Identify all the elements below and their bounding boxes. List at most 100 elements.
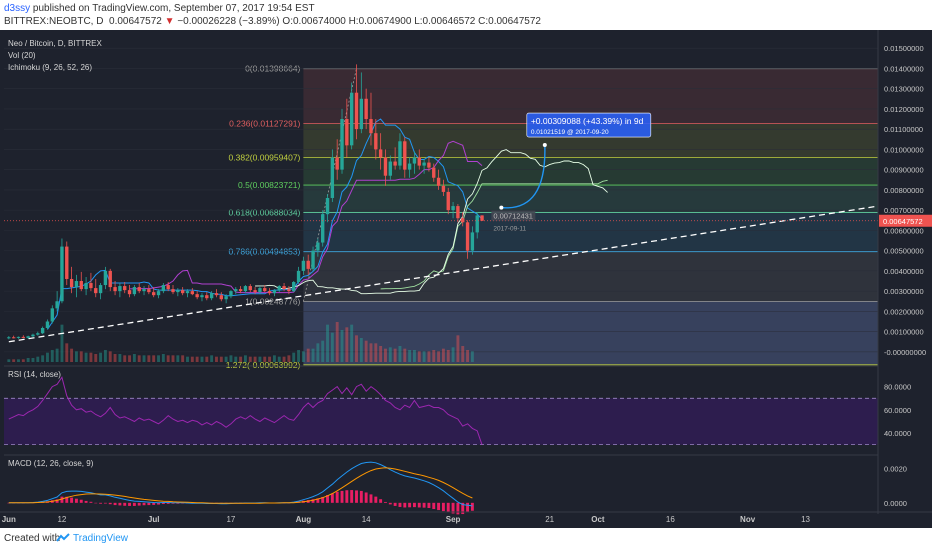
volume-bar [277, 356, 281, 362]
time-tick-label: Nov [740, 515, 756, 524]
candle-body [340, 119, 344, 170]
candle-body [403, 141, 407, 170]
candle-body [11, 337, 16, 339]
volume-bar [108, 351, 112, 362]
volume-bar [128, 355, 131, 362]
signal-line [8, 467, 473, 504]
time-axis[interactable]: Jun 12 Jul 17 Aug 14 Sep 21 Oct 16 Nov 13 [0, 511, 932, 524]
volume-bar [50, 350, 54, 362]
candle-body [383, 157, 388, 176]
legend-vol: Vol (20) [8, 51, 36, 60]
macd-pane [4, 454, 932, 515]
volume-bar [451, 347, 455, 362]
rsi-band [4, 398, 878, 445]
candle-body [296, 270, 301, 283]
chart-legend: Neo / Bitcoin, D, BITTREX Vol (20) Ichim… [8, 39, 102, 468]
price-axis-bg [878, 30, 932, 514]
volume-bar [403, 348, 407, 362]
time-tick-label: 16 [666, 515, 675, 524]
volume-bar [446, 350, 450, 362]
volume-bar [340, 330, 344, 362]
volume-bar [229, 355, 233, 362]
candle-body [21, 336, 26, 338]
symbol-label: BITTREX:NEOBTC, D [4, 16, 104, 27]
time-tick-label: 21 [545, 515, 554, 524]
volume-bar [297, 350, 301, 362]
macd-tick-label: 0.0000 [884, 499, 907, 508]
volume-bar [393, 348, 397, 362]
volume-bar [364, 340, 368, 362]
leading-span-a [255, 149, 608, 295]
measure-end-dot [542, 143, 547, 148]
macd-histogram-bar [350, 490, 354, 503]
candle-body [176, 290, 180, 293]
candle-body [205, 295, 209, 299]
candle-body [393, 161, 397, 166]
candle-body [31, 334, 35, 337]
volume-bar [292, 352, 296, 362]
macd-histogram-bar [388, 502, 392, 505]
ichimoku-lines [47, 118, 608, 330]
candle-body [123, 286, 127, 291]
fib-retracement[interactable]: 0(0.01398664)0.236(0.01127291)0.382(0.00… [226, 64, 878, 370]
macd-histogram-bar [364, 492, 368, 503]
fib-level-label: 0.382(0.00959407) [229, 153, 301, 163]
macd-histogram-bar [89, 501, 93, 503]
current-price-value: 0.00647572 [883, 217, 923, 226]
trendline-dashed [8, 205, 879, 343]
rsi-label: RSI (14, close) [8, 370, 61, 379]
volume-bar [55, 348, 59, 362]
macd-histogram-bar [470, 502, 474, 511]
volume-bar [316, 343, 320, 362]
candle-body [475, 215, 479, 233]
price-axis[interactable]: 0.01500000 0.01400000 0.01300000 0.01200000… [877, 30, 932, 514]
published-text: published on TradingView.com, September … [32, 3, 315, 14]
candle-body [316, 242, 320, 251]
volume-bar [74, 351, 78, 362]
macd-histogram-bar [60, 496, 64, 503]
candle-body [229, 291, 233, 297]
macd-histogram-bar [132, 502, 136, 506]
volume-bar [234, 356, 238, 362]
volume-bar [321, 340, 325, 362]
tradingview-brand[interactable]: TradingView [73, 533, 129, 544]
volume-bar [345, 327, 349, 362]
author-link[interactable]: d3ssy [4, 3, 31, 14]
chart-canvas[interactable]: 0(0.01398664)0.236(0.01127291)0.382(0.00… [0, 30, 932, 528]
change-value: −0.00026228 (−3.89%) [177, 16, 280, 27]
price-tick-label: 0.01500000 [884, 44, 924, 53]
candle-body [185, 291, 190, 294]
volume-bar [7, 359, 11, 362]
volume-bar [21, 359, 25, 362]
macd-histogram-bar [94, 502, 98, 504]
volume-bar [210, 355, 214, 362]
volume-bar [239, 356, 243, 362]
macd-histogram-bar [393, 502, 397, 506]
candle-body [55, 301, 59, 309]
volume-bar [176, 355, 180, 362]
macd-histogram-bar [74, 498, 78, 503]
volume-bar [157, 355, 160, 362]
macd-histogram-bar [403, 502, 407, 508]
candle-body [407, 163, 412, 170]
candle-body [258, 288, 262, 293]
candle-body [171, 289, 175, 293]
volume-bar [306, 348, 310, 362]
macd-histogram-bar [374, 496, 378, 503]
footer: Created with TradingView [0, 528, 932, 550]
volume-bar [350, 324, 354, 362]
candle-body [456, 206, 460, 219]
volume-bar [422, 351, 426, 362]
price-tick-label: 0.00600000 [884, 226, 924, 235]
measure-box [526, 112, 652, 138]
volume-bar [253, 356, 257, 362]
volume-bar [330, 332, 334, 362]
trendline[interactable] [8, 68, 879, 343]
macd-histogram-bar [345, 490, 349, 503]
candle-body [156, 291, 161, 296]
measure-tool[interactable]: +0.00309088 (+43.39%) in 9d 0.01021519 @ … [491, 112, 652, 233]
created-with-text: Created with [4, 533, 61, 544]
price-tick-label: 0.00800000 [884, 186, 924, 195]
time-tick-label: Jul [148, 515, 160, 524]
leading-span-b [380, 179, 608, 290]
